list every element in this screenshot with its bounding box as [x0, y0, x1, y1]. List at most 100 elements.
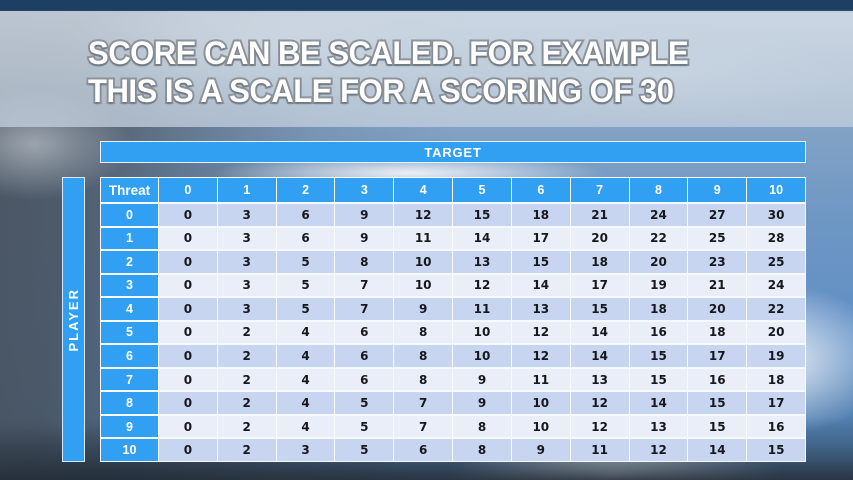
score-cell: 8 — [394, 368, 453, 391]
row-header-cell: 2 — [101, 251, 158, 273]
score-cell: 3 — [217, 251, 276, 273]
score-cell: 12 — [570, 392, 629, 414]
score-cell: 11 — [511, 368, 570, 391]
score-cell: 12 — [511, 321, 570, 344]
score-cell: 13 — [511, 298, 570, 320]
score-cell: 14 — [629, 392, 688, 414]
column-header-cell: 3 — [335, 178, 394, 202]
column-header-cell: 1 — [217, 178, 276, 202]
score-cell: 13 — [570, 368, 629, 391]
score-cell: 0 — [159, 298, 217, 320]
column-header-cell: 6 — [511, 178, 570, 202]
score-cell: 2 — [217, 321, 276, 344]
score-cell: 24 — [747, 274, 805, 297]
score-cell: 10 — [394, 274, 453, 297]
score-cell: 3 — [217, 204, 276, 226]
score-cell: 12 — [629, 439, 688, 461]
row-header-cell: 9 — [101, 415, 158, 438]
score-cell: 12 — [511, 345, 570, 367]
row-header-cell: 5 — [101, 321, 158, 344]
row-header-cell: 1 — [101, 227, 158, 250]
score-cell: 13 — [629, 415, 688, 438]
score-cell: 17 — [747, 392, 805, 414]
score-cell: 13 — [453, 251, 511, 273]
score-cell: 5 — [335, 392, 394, 414]
score-cell: 0 — [159, 415, 217, 438]
score-cell: 2 — [217, 345, 276, 367]
score-cell: 0 — [159, 274, 217, 297]
score-cell: 15 — [747, 439, 805, 461]
score-cell: 5 — [335, 439, 394, 461]
score-cell: 28 — [747, 227, 805, 250]
score-cell: 15 — [629, 345, 688, 367]
row-header-cell: 8 — [101, 392, 158, 414]
score-cell: 14 — [570, 345, 629, 367]
score-cell: 12 — [394, 204, 453, 226]
row-header-cell: 6 — [101, 345, 158, 367]
column-header-cell: 0 — [159, 178, 217, 202]
score-cell: 3 — [217, 298, 276, 320]
score-cell: 11 — [453, 298, 511, 320]
score-cell: 5 — [335, 415, 394, 438]
score-cell: 15 — [629, 368, 688, 391]
score-cell: 15 — [688, 392, 747, 414]
target-band: TARGET — [100, 141, 806, 163]
row-header-cell: 0 — [101, 204, 158, 226]
score-cell: 6 — [335, 345, 394, 367]
score-cell: 3 — [217, 227, 276, 250]
score-cell: 30 — [747, 204, 805, 226]
score-cell: 15 — [453, 204, 511, 226]
score-cell: 27 — [688, 204, 747, 226]
score-cell: 7 — [335, 298, 394, 320]
score-cell: 3 — [217, 274, 276, 297]
score-cell: 6 — [335, 368, 394, 391]
column-header-cell: 2 — [276, 178, 335, 202]
score-cell: 17 — [511, 227, 570, 250]
score-cell: 6 — [394, 439, 453, 461]
score-cell: 20 — [629, 251, 688, 273]
score-cell: 7 — [335, 274, 394, 297]
score-cell: 0 — [159, 204, 217, 226]
score-cell: 2 — [217, 392, 276, 414]
score-cell: 5 — [276, 274, 335, 297]
score-cell: 10 — [394, 251, 453, 273]
column-header-cell: 7 — [570, 178, 629, 202]
score-cell: 9 — [335, 204, 394, 226]
score-cell: 11 — [394, 227, 453, 250]
score-cell: 20 — [747, 321, 805, 344]
score-cell: 14 — [688, 439, 747, 461]
score-cell: 18 — [629, 298, 688, 320]
score-cell: 22 — [629, 227, 688, 250]
score-cell: 2 — [217, 439, 276, 461]
score-cell: 12 — [570, 415, 629, 438]
score-cell: 18 — [688, 321, 747, 344]
score-cell: 10 — [453, 321, 511, 344]
score-cell: 16 — [688, 368, 747, 391]
score-cell: 11 — [570, 439, 629, 461]
score-cell: 6 — [276, 204, 335, 226]
score-cell: 23 — [688, 251, 747, 273]
score-cell: 16 — [629, 321, 688, 344]
column-header-cell: 5 — [453, 178, 511, 202]
score-cell: 18 — [570, 251, 629, 273]
score-cell: 17 — [688, 345, 747, 367]
score-table: Threat 0 1 2 3 4 5 6 7 8 9 10 0 0 3 6 9 12 15 18 21 24 27 30 1 0 3… — [100, 177, 806, 462]
score-cell: 20 — [688, 298, 747, 320]
score-cell: 5 — [276, 298, 335, 320]
row-header-cell: 4 — [101, 298, 158, 320]
player-label: PLAYER — [66, 287, 81, 352]
score-cell: 9 — [335, 227, 394, 250]
score-cell: 9 — [511, 439, 570, 461]
row-header-cell: 7 — [101, 368, 158, 391]
row-header-cell: 3 — [101, 274, 158, 297]
score-cell: 14 — [453, 227, 511, 250]
target-label: TARGET — [424, 144, 482, 160]
score-cell: 0 — [159, 321, 217, 344]
score-cell: 20 — [570, 227, 629, 250]
score-cell: 9 — [453, 368, 511, 391]
score-cell: 6 — [276, 227, 335, 250]
score-cell: 15 — [570, 298, 629, 320]
slide-title: SCORE CAN BE SCALED. FOR EXAMPLE THIS IS… — [86, 33, 691, 111]
score-cell: 19 — [747, 345, 805, 367]
